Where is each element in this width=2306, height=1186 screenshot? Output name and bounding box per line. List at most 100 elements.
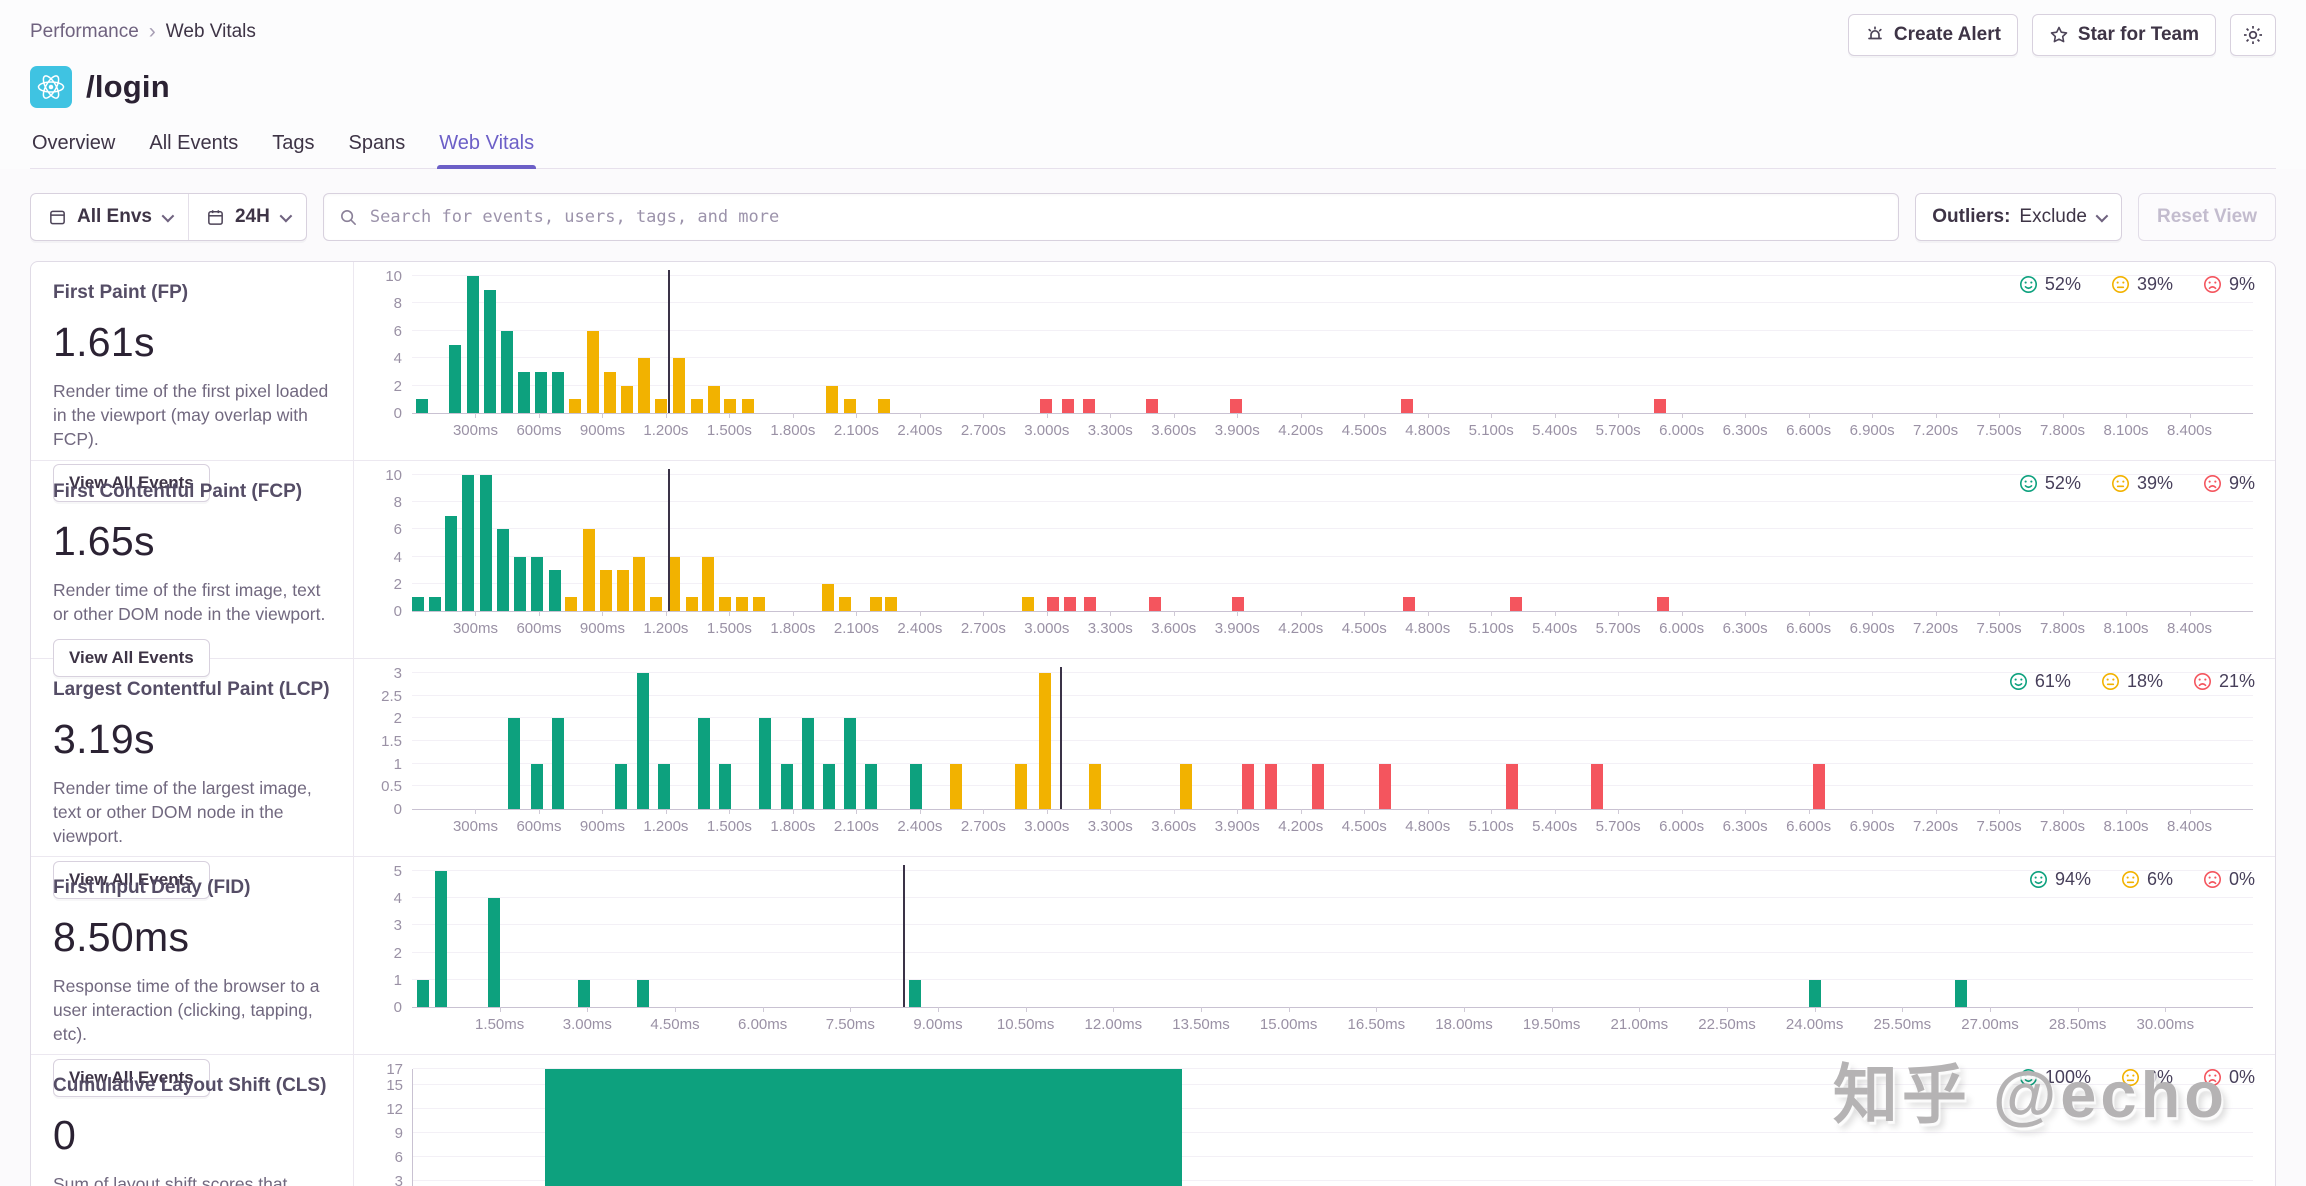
- vital-chart: 52% 39% 9% 10 8 6 4 2 0 300ms 600ms 900ms 1.200s 1…: [354, 461, 2275, 658]
- y-axis-label: 6: [394, 1149, 403, 1167]
- histogram-bar: [736, 597, 749, 611]
- view-all-events-button[interactable]: View All Events: [53, 639, 210, 678]
- settings-button[interactable]: [2230, 14, 2276, 56]
- x-axis-label: 1.500s: [706, 620, 752, 637]
- tab-web-vitals[interactable]: Web Vitals: [437, 132, 537, 169]
- histogram-bar: [707, 385, 720, 413]
- y-axis-label: 2: [393, 377, 402, 395]
- star-for-team-button[interactable]: Star for Team: [2031, 14, 2216, 56]
- environment-selector[interactable]: All Envs: [31, 194, 188, 240]
- histogram-plot[interactable]: 3 2.5 2 1.5 1 0.5 0 300ms 600ms 900ms 1.200s 1.500s…: [381, 665, 2253, 835]
- view-all-events-button[interactable]: View All Events: [53, 464, 210, 503]
- vital-value: 1.65s: [53, 518, 155, 564]
- histogram-bar: [822, 763, 835, 809]
- breadcrumb-performance[interactable]: Performance: [30, 21, 139, 42]
- y-axis-label: 9: [394, 1125, 403, 1142]
- histogram-bar: [742, 399, 755, 413]
- axis-tick: [1808, 611, 1810, 616]
- histogram-plot[interactable]: 10 8 6 4 2 0 300ms 600ms 900ms 1.200s 1.500s 1.800s…: [385, 467, 2253, 637]
- x-axis-label: 24.00ms: [1785, 1016, 1844, 1033]
- axis-tick: [1364, 611, 1366, 616]
- histogram-plot[interactable]: 10 8 6 4 2 0 300ms 600ms 900ms 1.200s 1.500s 1.800s…: [385, 268, 2253, 439]
- meh-face-icon: [2111, 276, 2129, 293]
- histogram-bar: [949, 763, 962, 809]
- histogram-bar: [484, 289, 497, 413]
- axis-tick: [1745, 809, 1747, 814]
- tab-all-events[interactable]: All Events: [149, 132, 239, 154]
- tab-tags[interactable]: Tags: [272, 132, 315, 154]
- histogram-bar: [603, 371, 616, 413]
- gridline: [412, 717, 2253, 719]
- histogram-bar: [909, 763, 922, 809]
- x-axis-label: 7.500s: [1976, 818, 2022, 835]
- outliers-toggle[interactable]: Outliers: Exclude: [1915, 193, 2123, 241]
- histogram-bar: [821, 583, 834, 611]
- x-axis-label: 1.500s: [706, 422, 752, 439]
- y-axis-label: 4: [393, 890, 402, 908]
- x-axis-label: 3.300s: [1087, 620, 1133, 637]
- x-axis-label: 3.000s: [1024, 422, 1070, 439]
- histogram-bar: [1039, 399, 1052, 413]
- axis-tick: [2126, 413, 2128, 418]
- y-axis-label: 12: [386, 1101, 403, 1119]
- search-input[interactable]: [369, 207, 1884, 227]
- histogram-bar: [1402, 597, 1415, 611]
- axis-tick: [938, 1007, 939, 1012]
- histogram-bar: [1954, 979, 1967, 1007]
- axis-tick: [1808, 413, 1810, 418]
- x-axis-label: 4.800s: [1405, 422, 1451, 439]
- header-actions: Create Alert Star for Team: [1847, 14, 2276, 56]
- x-axis-label: 6.900s: [1849, 620, 1895, 637]
- histogram-bar: [1506, 763, 1519, 809]
- baseline-marker: [1059, 667, 1062, 809]
- env-date-picker-group: All Envs 24H: [30, 193, 307, 241]
- histogram-bar: [702, 556, 715, 611]
- x-axis-label: 4.200s: [1278, 818, 1324, 835]
- x-axis-label: 300ms: [452, 620, 498, 637]
- x-axis-label: 7.200s: [1913, 818, 1959, 835]
- histogram-bar: [686, 597, 699, 611]
- vital-info-panel: First Contentful Paint (FCP) 1.65s Rende…: [31, 461, 354, 678]
- axis-tick: [1808, 809, 1810, 814]
- x-axis-label: 7.800s: [2040, 422, 2086, 439]
- x-axis-label: 4.200s: [1278, 620, 1324, 637]
- reset-view-button[interactable]: Reset View: [2138, 193, 2276, 241]
- poor-face-icon: [2203, 276, 2221, 293]
- histogram-plot[interactable]: 5 4 3 2 1 0 1.50ms 3.00ms 4.50ms 6.00ms 7.50ms 9.00…: [394, 863, 2253, 1033]
- create-alert-button[interactable]: Create Alert: [1847, 14, 2018, 56]
- meh-face-icon: [2111, 475, 2129, 492]
- histogram-bar: [1180, 763, 1193, 809]
- x-axis-label: 2.700s: [960, 620, 1006, 637]
- vitals-card: First Paint (FP) 1.61s Render time of th…: [30, 261, 2276, 1186]
- axis-tick: [2062, 611, 2064, 616]
- tab-spans[interactable]: Spans: [348, 132, 406, 154]
- x-axis-label: 5.100s: [1468, 620, 1514, 637]
- histogram-bar: [429, 597, 442, 611]
- calendar-icon: [208, 209, 223, 225]
- x-axis-label: 2.400s: [897, 620, 943, 637]
- histogram-bar: [1038, 673, 1051, 809]
- histogram-bar: [1084, 597, 1097, 611]
- breadcrumb-web-vitals: Web Vitals: [165, 21, 256, 42]
- y-axis-label: 3: [394, 1173, 403, 1186]
- view-all-events-button[interactable]: View All Events: [53, 1059, 210, 1098]
- star-for-team-label: Star for Team: [2077, 24, 2199, 45]
- axis-tick: [1999, 611, 2001, 616]
- histogram-bar: [568, 399, 581, 413]
- histogram-plot[interactable]: 17 15 12 9 6 3: [386, 1061, 2253, 1186]
- axis-tick: [762, 1007, 764, 1012]
- axis-tick: [1110, 413, 1112, 418]
- axis-tick: [1300, 413, 1302, 418]
- x-axis-label: 3.000s: [1024, 620, 1070, 637]
- x-axis-label: 3.00ms: [562, 1016, 612, 1033]
- date-range-selector[interactable]: 24H: [187, 194, 306, 240]
- axis-tick: [1618, 809, 1620, 814]
- tab-overview[interactable]: Overview: [32, 132, 116, 154]
- histogram-bar: [501, 330, 514, 413]
- histogram-bar: [672, 358, 685, 413]
- view-all-events-button[interactable]: View All Events: [53, 861, 210, 900]
- x-axis-label: 9.00ms: [913, 1016, 963, 1033]
- x-axis-label: 300ms: [452, 422, 498, 439]
- axis-tick: [1300, 809, 1302, 814]
